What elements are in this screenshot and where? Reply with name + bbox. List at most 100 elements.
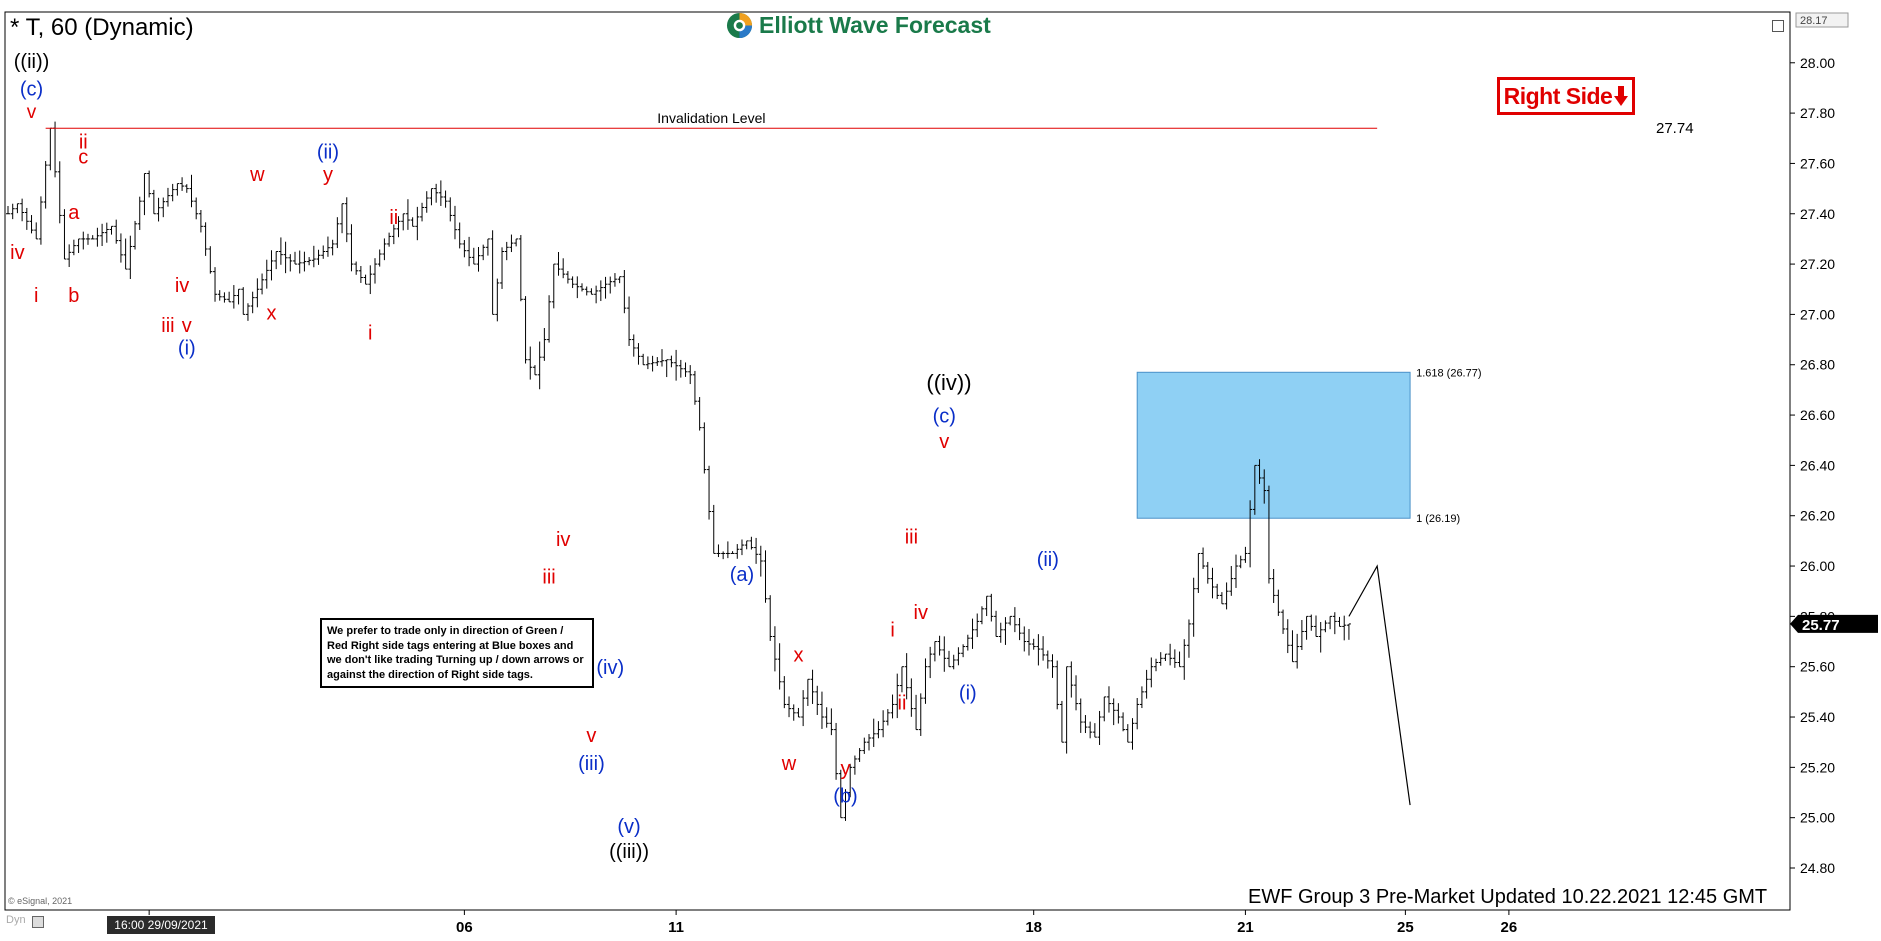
price-bar bbox=[1041, 636, 1046, 661]
y-tick-label: 28.00 bbox=[1800, 55, 1835, 71]
price-bar bbox=[85, 233, 90, 245]
price-bar bbox=[725, 541, 730, 559]
price-bar bbox=[721, 551, 726, 560]
window-restore-icon[interactable] bbox=[1772, 20, 1784, 32]
wave-label: y bbox=[323, 164, 333, 186]
price-bar bbox=[1229, 565, 1234, 596]
price-bar bbox=[970, 618, 975, 649]
price-bar bbox=[932, 641, 937, 662]
price-bar bbox=[1271, 568, 1276, 603]
price-bar bbox=[914, 694, 919, 731]
right-side-label: Right Side bbox=[1503, 82, 1613, 109]
price-bar bbox=[1135, 697, 1140, 730]
price-bar bbox=[203, 222, 208, 256]
price-bar bbox=[815, 685, 820, 715]
price-bar bbox=[947, 650, 951, 668]
price-bar bbox=[810, 669, 815, 704]
price-bar bbox=[707, 465, 712, 520]
update-footer: EWF Group 3 Pre-Market Updated 10.22.202… bbox=[1248, 886, 1768, 908]
price-bar bbox=[636, 343, 641, 365]
price-bar bbox=[443, 190, 448, 208]
price-bar bbox=[401, 213, 406, 231]
price-bar bbox=[509, 234, 514, 253]
dyn-toggle[interactable] bbox=[32, 916, 44, 928]
price-bar bbox=[349, 224, 354, 272]
price-bar bbox=[100, 223, 105, 246]
price-bar bbox=[716, 544, 721, 558]
price-bar bbox=[387, 232, 392, 247]
price-bar bbox=[989, 593, 994, 622]
price-bar bbox=[763, 550, 768, 603]
price-bar bbox=[683, 362, 688, 377]
y-tick-label: 26.80 bbox=[1800, 357, 1835, 373]
price-bar bbox=[1172, 649, 1177, 668]
price-bar bbox=[1313, 615, 1318, 637]
wave-label: (iv) bbox=[596, 657, 624, 679]
last-price-label: 25.77 bbox=[1802, 617, 1840, 634]
brand-name: Elliott Wave Forecast bbox=[759, 12, 991, 38]
x-tick-label: 06 bbox=[456, 919, 473, 936]
price-bar bbox=[504, 241, 509, 261]
invalidation-value: 27.74 bbox=[1656, 120, 1694, 137]
price-bar bbox=[335, 217, 340, 249]
price-bar bbox=[20, 198, 25, 222]
wave-label: c bbox=[78, 146, 88, 168]
price-bar bbox=[368, 265, 373, 295]
price-bar bbox=[222, 292, 227, 303]
price-bar bbox=[1219, 592, 1224, 605]
y-tick-label: 27.40 bbox=[1800, 206, 1835, 222]
price-bar bbox=[1196, 552, 1201, 593]
price-bar bbox=[556, 252, 561, 276]
price-bar bbox=[570, 276, 575, 289]
price-bar bbox=[923, 658, 928, 704]
price-bar bbox=[1224, 582, 1229, 610]
price-bar bbox=[1036, 634, 1041, 666]
price-bar bbox=[467, 236, 472, 267]
price-bar bbox=[867, 734, 872, 751]
price-bar bbox=[1026, 628, 1031, 656]
price-bar bbox=[518, 235, 523, 302]
price-bar bbox=[782, 676, 787, 709]
price-bar bbox=[641, 353, 646, 366]
price-bar bbox=[612, 273, 617, 287]
price-bar bbox=[471, 247, 476, 265]
wave-label: (c) bbox=[20, 78, 43, 100]
price-bar bbox=[269, 250, 274, 281]
price-bar bbox=[448, 197, 453, 222]
price-bar bbox=[29, 215, 34, 234]
price-bar bbox=[1318, 622, 1323, 653]
x-tick-label: 26 bbox=[1501, 919, 1518, 936]
price-bar bbox=[942, 636, 947, 672]
price-bar bbox=[114, 219, 119, 244]
price-bar bbox=[1215, 583, 1220, 600]
price-bar bbox=[1125, 724, 1130, 743]
price-bar bbox=[1257, 459, 1262, 484]
price-bar bbox=[697, 397, 702, 431]
axis-layer: 28.00 27.80 27.60 27.40 27.20 27.00 26.80 26.60… bbox=[4, 11, 1878, 936]
price-bar bbox=[311, 245, 316, 268]
price-bar bbox=[274, 251, 279, 270]
price-bar bbox=[250, 291, 255, 314]
price-bar bbox=[899, 666, 904, 693]
wave-label: v bbox=[27, 102, 37, 123]
y-tick-label: 27.80 bbox=[1800, 105, 1835, 121]
blue-target-box-layer: 1.618 (26.77) 1 (26.19) bbox=[1136, 367, 1482, 525]
wave-label: (b) bbox=[833, 786, 857, 808]
price-bar bbox=[1252, 464, 1257, 515]
price-bar bbox=[848, 763, 853, 798]
price-bar bbox=[523, 296, 528, 364]
price-bar bbox=[1182, 639, 1187, 680]
price-bar bbox=[340, 203, 345, 234]
y-tick-label: 26.00 bbox=[1800, 558, 1835, 574]
price-bar bbox=[1234, 554, 1239, 588]
price-bar bbox=[137, 196, 142, 230]
price-bar bbox=[801, 690, 806, 727]
price-bar bbox=[994, 610, 999, 637]
price-bars-layer bbox=[6, 121, 1351, 821]
price-bar bbox=[1102, 696, 1107, 722]
wave-label: (c) bbox=[933, 406, 956, 428]
price-bar bbox=[24, 207, 29, 230]
price-bar bbox=[128, 235, 133, 280]
price-bar bbox=[1309, 614, 1314, 631]
